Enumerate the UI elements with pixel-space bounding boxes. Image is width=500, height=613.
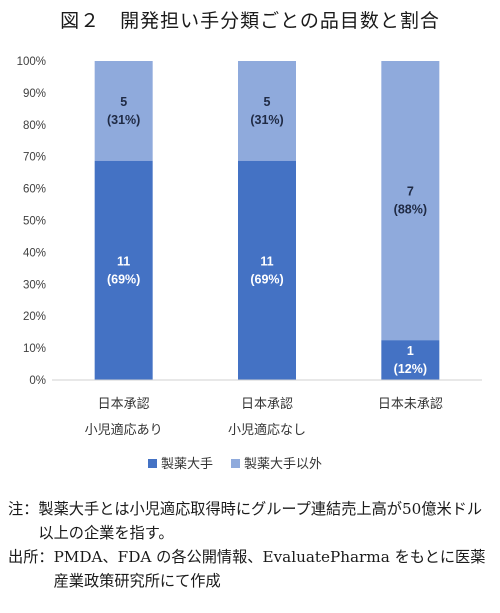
data-label: (69%): [107, 272, 140, 286]
bar-segment: [381, 61, 440, 341]
bar-segment: [238, 160, 296, 380]
stacked-bar-chart: 0% 10% 20% 30% 40% 50% 60% 70% 80% 90% 100% 11 (69%)…: [17, 56, 482, 472]
x-tick-label: 小児適応なし: [228, 422, 306, 438]
data-label: 11: [117, 254, 130, 268]
note-definition-label: 注：: [8, 500, 39, 518]
bar-segment: [381, 340, 440, 380]
y-tick-label: 60%: [23, 184, 46, 196]
legend-label: 製薬大手: [161, 457, 213, 472]
chart-title: 図２ 開発担い手分類ごとの品目数と割合: [60, 10, 440, 32]
y-tick-label: 30%: [23, 279, 46, 291]
note-definition-text: 製薬大手とは小児適応取得時にグループ連結売上高が50億米ドル以上の企業を指す。: [38, 500, 483, 542]
data-label: (69%): [250, 272, 283, 286]
y-tick-label: 100%: [17, 56, 46, 68]
data-label: 5: [120, 95, 127, 109]
x-tick-label: 日本承認: [241, 396, 293, 412]
bar-segment: [94, 160, 153, 380]
x-tick-label: 小児適応あり: [85, 422, 163, 438]
legend-swatch: [231, 459, 240, 468]
legend-swatch: [148, 459, 157, 468]
data-label: (31%): [107, 113, 140, 127]
y-tick-label: 80%: [23, 120, 46, 132]
data-label: 5: [264, 95, 271, 109]
note-source-label: 出所：: [8, 548, 54, 566]
data-label: (12%): [394, 362, 427, 376]
footnotes: 注： 製薬大手とは小児適応取得時にグループ連結売上高が50億米ドル以上の企業を指…: [8, 497, 496, 593]
data-label: (31%): [250, 113, 283, 127]
note-source-text: PMDA、FDA の各公開情報、EvaluatePharma をもとに医薬産業政…: [53, 548, 486, 590]
y-tick-label: 70%: [23, 152, 46, 164]
legend-label: 製薬大手以外: [244, 457, 322, 472]
y-tick-label: 10%: [23, 343, 46, 355]
bar-segment: [238, 61, 296, 161]
data-label: 1: [407, 344, 414, 358]
x-tick-label: 日本未承認: [378, 396, 443, 412]
data-label: 11: [260, 254, 273, 268]
y-tick-label: 40%: [23, 247, 46, 259]
y-tick-label: 50%: [23, 216, 46, 228]
y-tick-label: 90%: [23, 88, 46, 100]
note-source: 出所： PMDA、FDA の各公開情報、EvaluatePharma をもとに医…: [8, 545, 496, 593]
note-definition: 注： 製薬大手とは小児適応取得時にグループ連結売上高が50億米ドル以上の企業を指…: [8, 497, 496, 545]
y-tick-label: 0%: [29, 375, 46, 387]
data-label: 7: [407, 185, 414, 199]
data-label: (88%): [394, 203, 427, 217]
y-tick-label: 20%: [23, 311, 46, 323]
x-tick-label: 日本承認: [98, 396, 150, 412]
bar-segment: [94, 61, 153, 161]
